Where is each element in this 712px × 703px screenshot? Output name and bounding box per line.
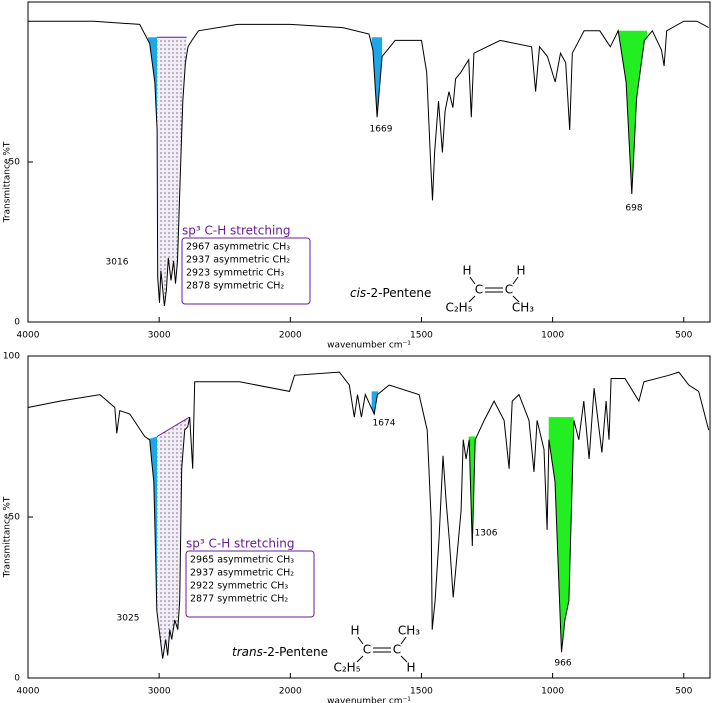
annotation-line: 2923 symmetric CH₃ (186, 268, 284, 279)
y-axis-label: Transmittance %T (3, 496, 13, 578)
annotation-title: sp³ C-H stretching (186, 537, 295, 551)
peak-label: 1674 (373, 419, 396, 429)
x-axis-label: wavenumber cm⁻¹ (327, 341, 411, 351)
annotation-line: 2967 asymmetric CH₃ (186, 242, 290, 253)
plot-frame (27, 1, 711, 323)
y-tick-label: 100 (3, 352, 20, 362)
annotation-line: 2937 asymmetric CH₂ (186, 255, 290, 266)
annotation-line: 2878 symmetric CH₂ (186, 281, 284, 292)
atom: H (516, 264, 525, 278)
annotation-title: sp³ C-H stretching (182, 224, 291, 238)
compound-prefix: cis (350, 286, 366, 300)
bond (512, 295, 520, 303)
plot-frame (27, 355, 711, 679)
peak-label: 1306 (475, 529, 498, 539)
x-tick-label: 500 (675, 331, 692, 341)
x-tick-label: 3000 (148, 687, 171, 697)
shaded-region (371, 37, 383, 118)
bond (469, 276, 476, 285)
x-tick-label: 1500 (410, 687, 433, 697)
atom: H (406, 661, 415, 675)
x-tick-label: 1000 (541, 331, 564, 341)
peak-label: 1669 (370, 125, 393, 135)
atom: C₂H₅ (445, 301, 472, 315)
peak-label: 698 (625, 204, 642, 214)
annotation-line: 2937 asymmetric CH₂ (190, 568, 294, 579)
shaded-region (157, 417, 190, 659)
bond (512, 276, 519, 285)
annotation-box (181, 237, 311, 305)
y-tick-label: 50 (9, 158, 21, 168)
atom: H (350, 624, 359, 638)
spectrum-line (27, 371, 710, 659)
x-tick-label: 4000 (17, 331, 40, 341)
atom: C (363, 643, 371, 657)
y-tick-label: 50 (9, 513, 21, 523)
atom: C₂H₅ (333, 661, 360, 675)
bond (356, 655, 364, 663)
x-tick-label: 3000 (148, 331, 171, 341)
shaded-region (146, 436, 158, 613)
x-axis-label: wavenumber cm⁻¹ (327, 697, 411, 703)
atom: CH₃ (512, 301, 534, 315)
peak-label: 3025 (117, 614, 140, 624)
atom: C (505, 283, 513, 297)
peak-label: 3016 (106, 258, 129, 268)
y-tick-label: 0 (14, 674, 20, 684)
atom: H (462, 264, 471, 278)
bond (357, 636, 364, 645)
x-tick-label: 2000 (279, 331, 302, 341)
compound-rest: -2-Pentene (263, 645, 328, 659)
shaded-region (157, 37, 187, 306)
y-tick-label: 0 (14, 318, 20, 328)
annotation-line: 2877 symmetric CH₂ (190, 594, 288, 605)
x-tick-label: 1000 (541, 687, 564, 697)
spectrum-line (28, 20, 709, 307)
annotation-line: 2965 asymmetric CH₃ (190, 555, 294, 566)
x-tick-label: 4000 (17, 687, 40, 697)
bond (400, 655, 408, 663)
atom: CH₃ (398, 624, 420, 638)
compound-prefix: trans (232, 645, 263, 659)
bond (400, 636, 407, 645)
region-top (156, 416, 190, 437)
compound-name: trans-2-Pentene (232, 645, 328, 659)
atom: C (475, 283, 483, 297)
peak-label: 966 (554, 659, 571, 669)
x-tick-label: 500 (675, 687, 692, 697)
shaded-region (548, 417, 574, 653)
annotation-box (185, 550, 315, 618)
x-tick-label: 2000 (279, 687, 302, 697)
x-tick-label: 1500 (410, 331, 433, 341)
annotation-line: 2922 symmetric CH₃ (190, 581, 288, 592)
bond (468, 295, 476, 303)
shaded-region (148, 37, 158, 131)
atom: C (393, 643, 401, 657)
y-axis-label: Transmittance %T (3, 141, 13, 223)
compound-name: cis-2-Pentene (350, 286, 431, 300)
compound-rest: -2-Pentene (366, 286, 431, 300)
shaded-region (616, 30, 648, 194)
